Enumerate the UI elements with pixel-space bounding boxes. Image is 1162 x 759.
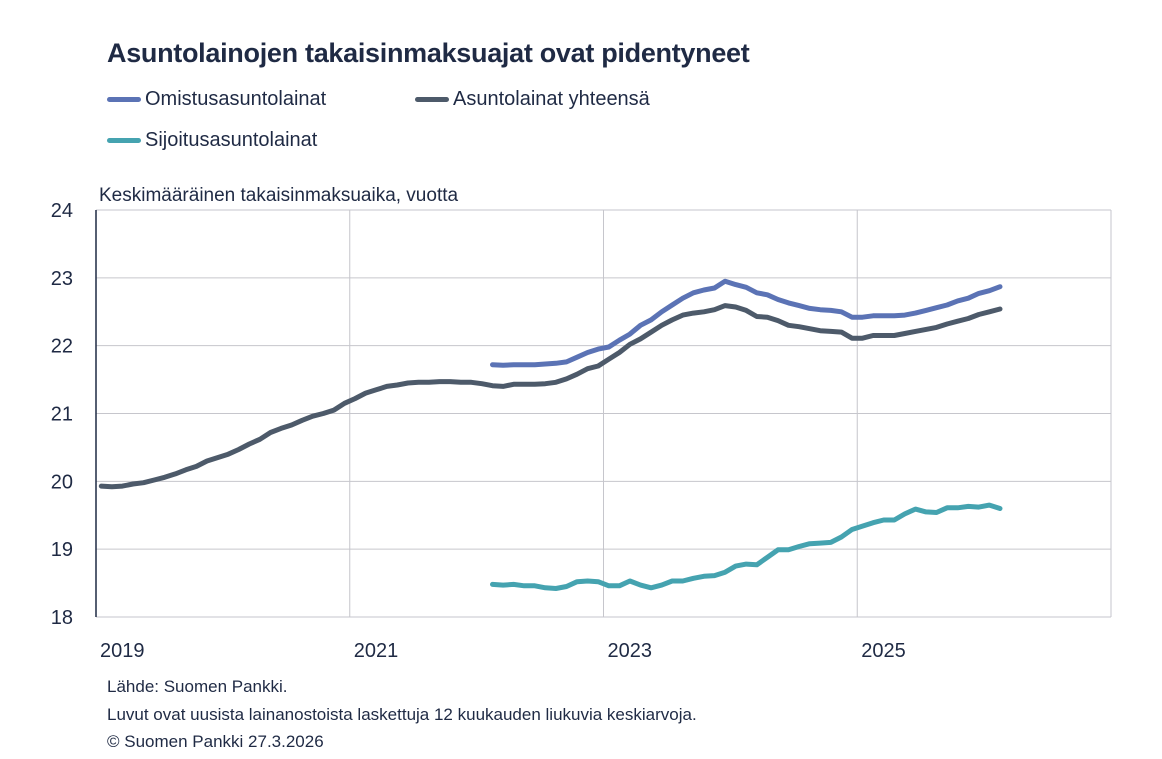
x-tick-label: 2025 [861, 640, 906, 662]
y-tick-label: 20 [51, 471, 73, 493]
legend-label: Sijoitusasuntolainat [145, 129, 318, 151]
legend-label: Omistusasuntolainat [145, 88, 327, 110]
x-tick-label: 2021 [354, 640, 399, 662]
legend-item-sijoitus: Sijoitusasuntolainat [107, 129, 317, 152]
source-note: Lähde: Suomen Pankki. [107, 677, 288, 696]
footnote: Luvut ovat uusista lainanostoista lasket… [107, 705, 697, 724]
legend-label: Asuntolainat yhteensä [453, 88, 650, 110]
y-tick-label: 22 [51, 336, 73, 358]
x-tick-label: 2019 [100, 640, 145, 662]
y-tick-label: 19 [51, 539, 73, 561]
series-line-1 [98, 303, 1003, 490]
series-line-2 [490, 502, 1003, 591]
y-tick-label: 24 [51, 200, 73, 222]
y-axis-label: Keskimääräinen takaisinmaksuaika, vuotta [99, 185, 459, 206]
legend-swatch [415, 97, 449, 102]
legend-item-yhteensa: Asuntolainat yhteensä [415, 88, 650, 111]
chart-title: Asuntolainojen takaisinmaksuajat ovat pi… [107, 38, 750, 68]
legend-swatch [107, 97, 141, 102]
y-tick-label: 23 [51, 268, 73, 290]
legend-swatch [107, 138, 141, 143]
y-tick-label: 18 [51, 607, 73, 629]
y-tick-label: 21 [51, 404, 73, 426]
legend-item-omistus: Omistusasuntolainat [107, 88, 326, 111]
series-line-0 [490, 278, 1003, 368]
x-tick-label: 2023 [608, 640, 653, 662]
copyright: © Suomen Pankki 27.3.2026 [107, 732, 324, 751]
